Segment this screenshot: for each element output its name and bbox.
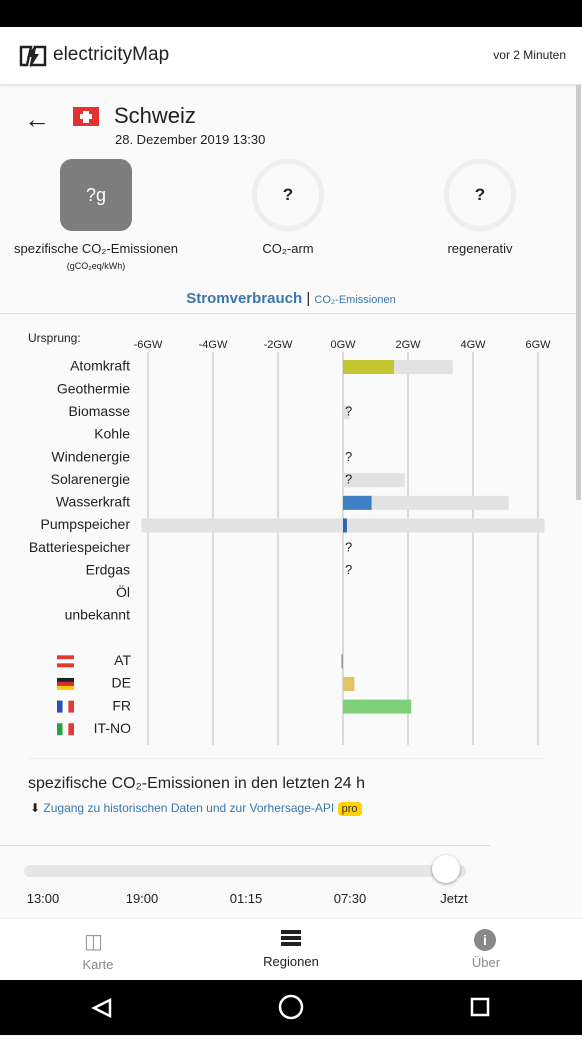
nav-item[interactable]: Karte [82,957,114,972]
capacity-bar [343,495,509,510]
slider-label: Jetzt [440,891,468,906]
flag-stripe [57,655,74,660]
logo [19,45,47,68]
x-tick-label: -6GW [134,339,163,351]
production-bar [343,518,347,533]
x-tick-label: 2GW [395,339,421,351]
history-link[interactable]: ⬇ Zugang zu historischen Daten und zur V… [30,801,362,816]
exchange-bar [343,699,412,714]
category-label: Windenergie [51,448,130,464]
tabs: Stromverbrauch | CO₂-Emissionen [0,290,582,307]
info-icon: i [474,929,496,951]
production-bar [343,360,395,374]
y-axis-label: Ursprung: [28,331,81,345]
flag-stripe [57,681,74,686]
divider [0,313,576,314]
capacity-bar [343,518,545,533]
x-tick-label: 4GW [460,339,486,351]
category-label: Geothermie [57,380,130,396]
value-label: ? [345,562,352,577]
category-label: Wasserkraft [56,494,130,510]
flag-stripe [68,723,75,736]
slider-label: 19:00 [125,891,159,906]
zone-datetime: 28. Dezember 2019 13:30 [115,132,266,147]
list-icon [281,930,301,946]
x-tick-label: -2GW [264,339,293,351]
flag-stripe [57,659,74,664]
slider-label: 07:30 [333,891,367,906]
x-tick-label: 6GW [525,339,551,351]
flag-stripe [57,663,74,668]
system-buttons [91,994,490,1020]
app-name: electricityMap [53,44,170,65]
flag-stripe [57,723,63,736]
metric-label: CO₂-arm [262,241,314,256]
x-tick-label: -4GW [199,339,228,351]
pro-badge: pro [337,802,362,816]
system-nav [0,980,582,1035]
exchange-bar [343,722,344,737]
slider-label: 13:00 [26,891,60,906]
exchange-label: AT [114,652,131,668]
exchange-bar [343,676,355,691]
metric-label: regenerativ [447,241,513,256]
value-label: ? [345,449,352,464]
scrollbar [576,85,581,500]
carbon-intensity: ?g [60,159,132,231]
low-carbon: ? [252,159,324,231]
value-label: ? [345,472,352,487]
exchange-label: DE [112,675,131,691]
separator: | [306,290,311,307]
flag-stripe [57,700,63,713]
category-label: Biomasse [69,403,131,419]
zone-name: Schweiz [114,103,196,128]
tab[interactable]: CO₂-Emissionen [314,294,396,306]
category-label: Atomkraft [70,358,130,374]
bottom-nav: ◫ Karte Regionen i Über [0,918,582,981]
exchange-bar [341,654,343,669]
capacity-bar [343,405,350,420]
divider [28,758,546,759]
divider [0,845,490,846]
slider-thumb[interactable] [432,855,460,883]
flag-stripe [62,723,69,736]
category-label: Öl [116,583,130,600]
x-tick-label: 0GW [330,339,356,351]
updated: vor 2 Minuten [493,48,566,62]
link-text[interactable]: Zugang zu historischen Daten und zur Vor… [43,801,335,815]
metric-label: spezifische CO₂-Emissionen [14,241,178,256]
flag [73,107,99,126]
renewable: ? [444,159,516,231]
production-bar [343,495,372,510]
metric-unit: (gCO₂eq/kWh) [66,261,126,271]
capacity-bar [141,518,343,533]
flag-stripe [68,700,75,713]
category-label: Batteriespeicher [29,539,131,555]
app-header: electricityMap vor 2 Minuten [0,27,582,84]
flag-stripe [57,677,74,682]
status-bar [0,0,582,27]
tab[interactable]: Stromverbrauch [186,290,303,307]
category-label: Solarenergie [51,471,131,487]
history-title: spezifische CO₂-Emissionen in den letzte… [28,775,366,792]
value-label: ? [345,404,352,419]
nav-item[interactable]: Über [471,955,501,970]
capacity-bar [343,473,405,488]
back-button[interactable]: ← [24,104,50,134]
category-label: Kohle [94,426,130,442]
exchange-label: IT-NO [94,720,131,736]
flag-stripe [62,700,69,713]
slider-label: 01:15 [229,891,263,906]
map-icon: ◫ [84,931,103,953]
category-label: Erdgas [86,561,130,577]
chart: Ursprung: -6GW -4GW -2GW 0GW 2GW 4GW 6GW Atomkra… [28,331,551,745]
flag-stripe [57,685,74,690]
time-slider[interactable] [24,865,466,877]
category-label: Pumpspeicher [41,516,131,532]
exchange-label: FR [112,697,131,713]
value-label: ? [345,540,352,555]
category-label: unbekannt [65,607,131,623]
nav-item[interactable]: Regionen [263,954,319,969]
